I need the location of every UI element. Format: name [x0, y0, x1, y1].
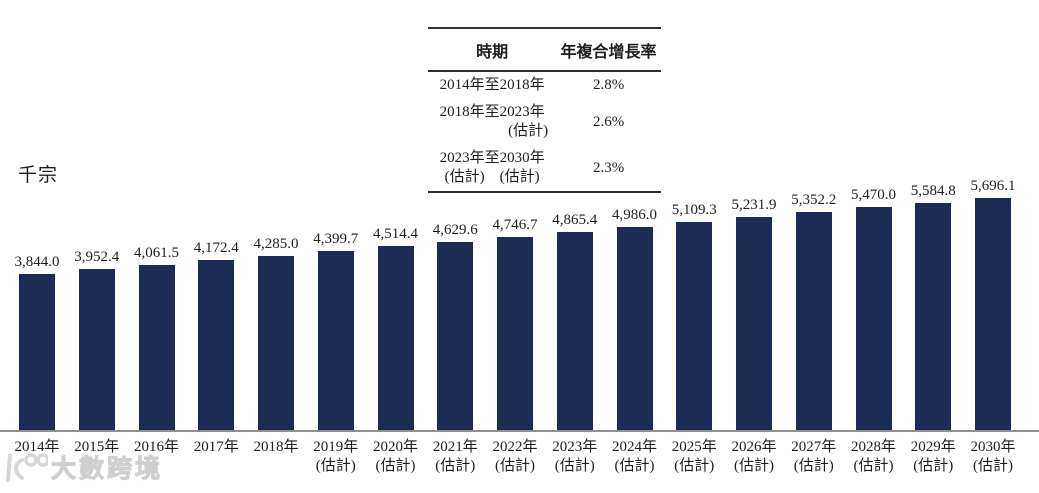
bar-value-label: 4,399.7	[313, 231, 359, 247]
bar	[855, 207, 892, 431]
bar-column: 5,584.8	[904, 183, 962, 431]
bar	[258, 256, 294, 431]
cagr-period-line1: 2023年至2030年	[439, 150, 545, 166]
cagr-rate: 2.3%	[592, 159, 625, 176]
bar-value-label: 3,844.0	[14, 254, 60, 270]
bar	[736, 217, 772, 431]
x-axis-label: 2028年 (估計)	[850, 439, 896, 474]
bar	[78, 269, 115, 431]
bar	[915, 203, 952, 431]
x-axis-label: 2019年 (估計)	[313, 439, 359, 474]
bar-value-label: 5,696.1	[970, 178, 1016, 194]
bar-column: 4,865.4	[546, 212, 604, 431]
x-axis-label: 2014年	[14, 439, 60, 455]
x-axis-label: 2030年 (估計)	[970, 439, 1016, 474]
bar	[377, 246, 414, 431]
bar-value-label: 5,231.9	[731, 197, 777, 213]
cagr-header-rate: 年複合增長率	[560, 43, 657, 61]
x-axis-label: 2020年 (估計)	[372, 439, 418, 474]
bar-value-label: 5,109.3	[671, 202, 717, 218]
bar	[556, 232, 593, 431]
bar-column: 4,629.6	[426, 222, 484, 431]
bar-column: 4,399.7	[307, 231, 365, 431]
x-axis-baseline	[0, 430, 1039, 432]
bar	[975, 198, 1011, 431]
bar-value-label: 5,352.2	[791, 192, 837, 208]
bar-value-label: 4,285.0	[253, 236, 299, 252]
bar-column: 4,285.0	[247, 236, 305, 431]
bar-value-label: 4,061.5	[134, 245, 179, 261]
watermark-text: 大數跨境	[50, 455, 164, 484]
cagr-row: 2018年至2023年 (估計) 2.6%	[428, 99, 661, 145]
bar-value-label: 5,584.8	[910, 183, 956, 199]
cagr-rate: 2.8%	[592, 77, 625, 93]
bar-column: 4,746.7	[486, 217, 544, 431]
bar-column: 3,952.4	[68, 249, 126, 431]
bar-value-label: 4,514.4	[373, 226, 418, 242]
bar-column: 4,514.4	[367, 226, 425, 431]
bar	[676, 222, 713, 431]
bar-column: 5,352.2	[785, 192, 843, 431]
bar	[795, 212, 832, 431]
bar	[317, 251, 354, 431]
bar	[138, 265, 175, 431]
watermark: 大數跨境	[4, 449, 163, 485]
cagr-table-header: 時期 年複合增長率	[428, 29, 661, 72]
bar-value-label: 4,746.7	[492, 217, 538, 233]
x-axis-label: 2018年	[253, 439, 299, 455]
y-axis-unit-label: 千宗	[18, 165, 59, 186]
cagr-row: 2014年至2018年 2.8%	[428, 72, 661, 99]
cagr-period: 2023年至2030年 (估計) (估計)	[428, 149, 556, 187]
bar	[616, 227, 653, 431]
cagr-header-period: 時期	[476, 43, 509, 61]
cagr-period-line1: 2014年至2018年	[439, 77, 545, 93]
x-axis-label: 2026年 (估計)	[731, 439, 777, 474]
watermark-logo-icon	[6, 453, 48, 482]
bar	[198, 260, 235, 431]
bar-chart: 3,844.0 3,952.4 4,061.5 4,172.4 4,285.0 4,399…	[8, 178, 1022, 431]
bar-column: 4,172.4	[187, 240, 245, 431]
cagr-rate: 2.6%	[592, 113, 625, 130]
bar-value-label: 4,172.4	[193, 240, 239, 256]
cagr-table: 時期 年複合增長率 2014年至2018年 2.8% 2018年至2023年 (…	[428, 27, 661, 193]
cagr-period: 2014年至2018年	[428, 76, 556, 95]
x-axis-label: 2023年 (估計)	[552, 439, 598, 474]
x-axis-label: 2025年 (估計)	[671, 439, 717, 474]
bar-column: 5,696.1	[964, 178, 1022, 431]
bar-value-label: 4,986.0	[612, 207, 657, 223]
x-axis-labels: 2014年 2015年 2016年 2017年 2018年 2019年 (估計) 2020年(…	[8, 438, 1022, 476]
x-axis-label: 2017年	[193, 439, 239, 455]
x-axis-label: 2029年 (估計)	[910, 439, 956, 474]
cagr-period: 2018年至2023年 (估計)	[428, 103, 556, 141]
bar-value-label: 3,952.4	[74, 249, 120, 265]
cagr-period-line1: 2018年至2023年	[439, 104, 545, 120]
bar-value-label: 4,629.6	[432, 222, 478, 238]
x-axis-label: 2021年 (估計)	[432, 439, 478, 474]
x-axis-label: 2024年 (估計)	[611, 439, 657, 474]
bar-column: 3,844.0	[8, 254, 66, 431]
cagr-period-line2: (估計)	[508, 123, 549, 139]
bar-column: 5,470.0	[845, 187, 903, 431]
x-axis-label: 2022年 (估計)	[492, 439, 538, 474]
bar-value-label: 5,470.0	[851, 187, 896, 203]
bar	[19, 274, 55, 431]
x-axis-label: 2027年 (估計)	[791, 439, 837, 474]
bar-column: 4,986.0	[606, 207, 664, 431]
x-axis-label: 2016年	[133, 439, 179, 455]
bar-column: 5,109.3	[665, 202, 723, 431]
x-axis-label: 2015年	[74, 439, 120, 455]
bar	[497, 237, 533, 431]
cagr-row: 2023年至2030年 (估計) (估計) 2.3%	[428, 145, 661, 191]
bar-column: 4,061.5	[128, 245, 186, 431]
bar-column: 5,231.9	[725, 197, 783, 431]
bar-value-label: 4,865.4	[552, 212, 598, 228]
cagr-period-line2: (估計) (估計)	[444, 169, 540, 185]
bar	[437, 242, 474, 431]
